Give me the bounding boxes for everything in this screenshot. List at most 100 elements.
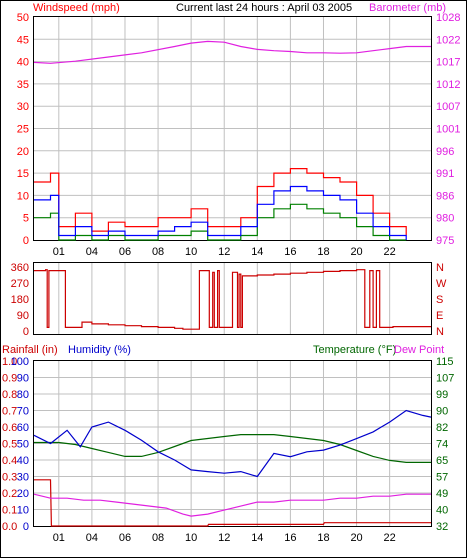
- x-tick-top-12: 12: [218, 246, 230, 258]
- dir-tick-0: 360: [11, 262, 29, 274]
- baro-tick-980: 980: [436, 213, 454, 225]
- rain-tick-0: 0.0: [2, 521, 17, 533]
- x-tick-bottom-16: 16: [284, 532, 296, 544]
- temp-tick-9: 107: [436, 373, 454, 385]
- x-tick-top-04: 04: [86, 246, 98, 258]
- windspeed-low-line: [34, 203, 407, 241]
- baro-tick-1017: 1017: [436, 57, 460, 69]
- climate-panel: [33, 360, 432, 527]
- x-tick-bottom-18: 18: [317, 532, 329, 544]
- wind-tick-45: 45: [17, 34, 29, 46]
- baro-tick-996: 996: [436, 146, 454, 158]
- barometer-label: Barometer (mb): [369, 2, 446, 14]
- baro-tick-1007: 1007: [436, 101, 460, 113]
- temp-tick-8: 99: [436, 389, 448, 401]
- dir-compass-2: S: [436, 294, 443, 306]
- dir-tick-4: 0: [23, 326, 29, 338]
- rain-tick-4: 0.4: [2, 455, 17, 467]
- dir-compass-4: N: [436, 326, 444, 338]
- tick-layer: 0101040406060808101012121414161618182020…: [2, 12, 460, 544]
- wind-tick-25: 25: [17, 124, 29, 136]
- temp-tick-5: 74: [436, 439, 448, 451]
- temp-tick-7: 90: [436, 406, 448, 418]
- barometer-line: [33, 40, 431, 64]
- x-tick-bottom-01: 01: [53, 532, 65, 544]
- dir-tick-3: 90: [17, 310, 29, 322]
- x-tick-bottom-14: 14: [251, 532, 263, 544]
- humidity-tick-4: 40: [17, 455, 29, 467]
- dir-tick-2: 180: [11, 294, 29, 306]
- chart-title: Current last 24 hours : April 03 2005: [176, 2, 352, 14]
- x-tick-bottom-12: 12: [218, 532, 230, 544]
- baro-tick-1012: 1012: [436, 79, 460, 91]
- dir-compass-0: N: [436, 262, 444, 274]
- wind-tick-0: 0: [23, 235, 29, 247]
- rain-tick-7: 0.7: [2, 406, 17, 418]
- baro-tick-991: 991: [436, 168, 454, 180]
- rainfall-line: [34, 479, 431, 527]
- baro-tick-1022: 1022: [436, 34, 460, 46]
- wind-direction-line: [34, 269, 431, 330]
- temp-tick-6: 82: [436, 422, 448, 434]
- temp-tick-10: 115: [436, 356, 454, 368]
- x-tick-top-18: 18: [317, 246, 329, 258]
- direction-panel: [33, 262, 432, 335]
- x-tick-top-10: 10: [185, 246, 197, 258]
- dewpoint-line: [33, 493, 431, 517]
- x-tick-bottom-20: 20: [350, 532, 362, 544]
- temp-tick-3: 57: [436, 472, 448, 484]
- grid-layer: [34, 17, 431, 526]
- x-tick-bottom-08: 08: [152, 532, 164, 544]
- dir-tick-1: 270: [11, 278, 29, 290]
- humidity-tick-3: 30: [17, 472, 29, 484]
- wind-tick-5: 5: [23, 213, 29, 225]
- temperature-label: Temperature (°F): [313, 344, 396, 356]
- x-tick-top-06: 06: [119, 246, 131, 258]
- wind-tick-50: 50: [17, 12, 29, 24]
- rain-tick-8: 0.8: [2, 389, 17, 401]
- wind-tick-10: 10: [17, 190, 29, 202]
- x-tick-top-22: 22: [384, 246, 396, 258]
- rain-tick-2: 0.2: [2, 488, 17, 500]
- x-tick-bottom-04: 04: [86, 532, 98, 544]
- rainfall-label: Rainfall (in): [2, 344, 58, 356]
- wind-tick-15: 15: [17, 168, 29, 180]
- baro-tick-986: 986: [436, 190, 454, 202]
- humidity-tick-0: 0: [23, 521, 29, 533]
- humidity-tick-1: 10: [17, 505, 29, 517]
- wind-tick-20: 20: [17, 146, 29, 158]
- rain-tick-1: 0.1: [2, 505, 17, 517]
- x-tick-top-16: 16: [284, 246, 296, 258]
- wind-tick-30: 30: [17, 101, 29, 113]
- humidity-tick-10: 100: [11, 356, 29, 368]
- dewpoint-label: Dew Point: [394, 344, 444, 356]
- x-tick-bottom-06: 06: [119, 532, 131, 544]
- baro-tick-975: 975: [436, 235, 454, 247]
- baro-tick-1001: 1001: [436, 124, 460, 136]
- temp-tick-4: 65: [436, 455, 448, 467]
- x-tick-top-08: 08: [152, 246, 164, 258]
- humidity-tick-5: 50: [17, 439, 29, 451]
- windspeed-label: Windspeed (mph): [33, 2, 120, 14]
- series-layer: [33, 40, 432, 527]
- rain-tick-3: 0.3: [2, 472, 17, 484]
- temp-tick-2: 49: [436, 488, 448, 500]
- x-tick-top-14: 14: [251, 246, 263, 258]
- wind-tick-40: 40: [17, 57, 29, 69]
- humidity-label: Humidity (%): [68, 344, 131, 356]
- x-tick-top-20: 20: [350, 246, 362, 258]
- x-tick-top-01: 01: [53, 246, 65, 258]
- baro-tick-1028: 1028: [436, 12, 460, 24]
- dir-compass-1: W: [436, 278, 447, 290]
- humidity-tick-8: 80: [17, 389, 29, 401]
- windspeed-gust-line: [34, 168, 407, 236]
- x-tick-bottom-10: 10: [185, 532, 197, 544]
- humidity-tick-9: 90: [17, 373, 29, 385]
- dir-compass-3: E: [436, 310, 443, 322]
- humidity-tick-6: 60: [17, 422, 29, 434]
- windspeed-avg-line: [34, 185, 407, 240]
- rain-tick-6: 0.6: [2, 422, 17, 434]
- humidity-tick-2: 20: [17, 488, 29, 500]
- wind-tick-35: 35: [17, 79, 29, 91]
